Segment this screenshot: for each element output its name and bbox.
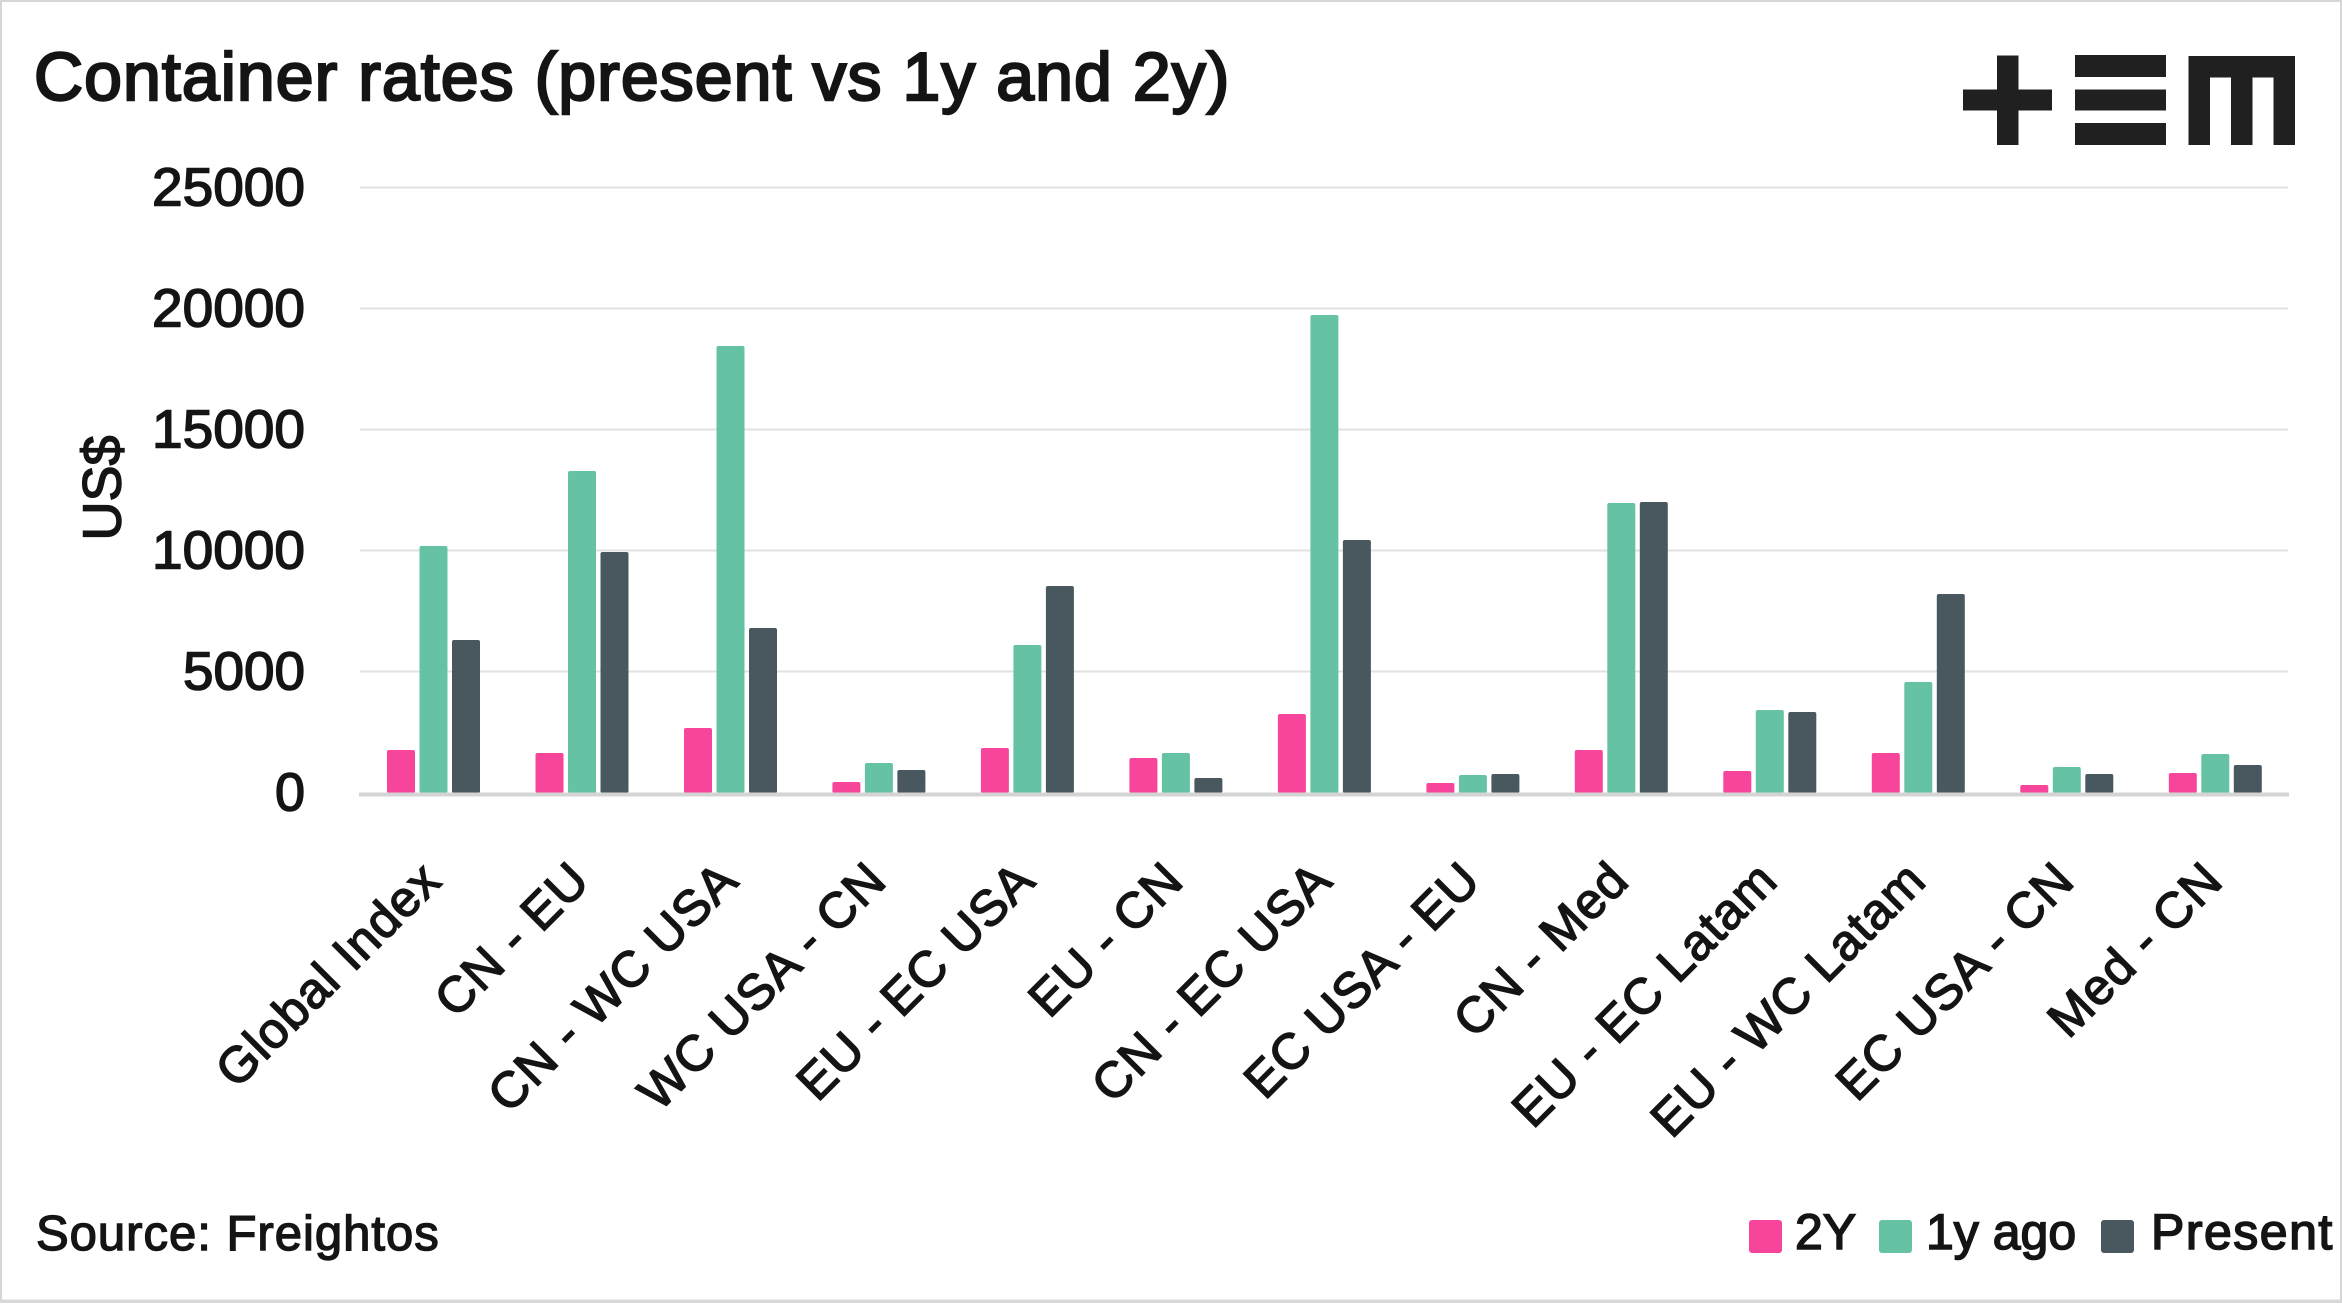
svg-text:1y ago: 1y ago (1926, 1204, 2076, 1260)
svg-text:25000: 25000 (152, 158, 305, 218)
svg-text:20000: 20000 (152, 279, 305, 339)
svg-text:Container rates (present vs 1y: Container rates (present vs 1y and 2y) (34, 39, 1230, 115)
svg-text:5000: 5000 (183, 642, 305, 702)
svg-text:Present: Present (2151, 1204, 2334, 1260)
svg-text:10000: 10000 (152, 521, 305, 581)
svg-text:0: 0 (275, 763, 305, 823)
svg-text:2Y: 2Y (1795, 1204, 1856, 1260)
svg-text:Source: Freightos: Source: Freightos (36, 1207, 440, 1261)
svg-text:15000: 15000 (152, 400, 305, 460)
svg-text:US$: US$ (73, 435, 133, 540)
